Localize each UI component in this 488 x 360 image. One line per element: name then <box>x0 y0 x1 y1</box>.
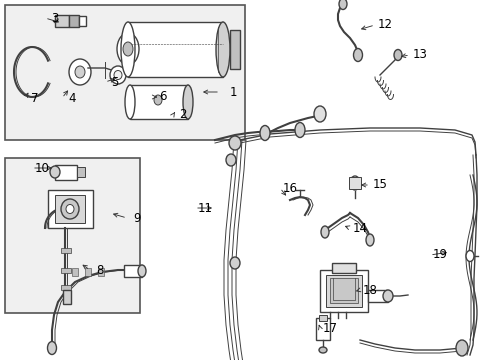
Bar <box>130 85 187 119</box>
Ellipse shape <box>353 49 362 62</box>
Bar <box>77 167 85 177</box>
Ellipse shape <box>110 66 126 84</box>
Bar <box>55 15 69 27</box>
Bar <box>63 290 71 304</box>
Text: 18: 18 <box>362 284 377 297</box>
Text: 1: 1 <box>229 85 236 99</box>
Bar <box>5 158 140 313</box>
Bar <box>48 190 93 228</box>
Ellipse shape <box>465 251 473 261</box>
Text: 6: 6 <box>159 90 166 104</box>
Ellipse shape <box>50 166 60 178</box>
Ellipse shape <box>313 106 325 122</box>
Ellipse shape <box>228 136 241 150</box>
Ellipse shape <box>61 199 79 219</box>
Text: 10: 10 <box>35 162 49 175</box>
Ellipse shape <box>117 33 139 65</box>
Bar <box>79 16 86 26</box>
Bar <box>85 268 91 276</box>
Text: 14: 14 <box>352 221 367 234</box>
Bar <box>329 278 357 303</box>
Text: 19: 19 <box>431 248 447 261</box>
Bar <box>5 5 244 140</box>
Text: 9: 9 <box>133 211 141 225</box>
Ellipse shape <box>320 226 328 238</box>
Ellipse shape <box>225 154 236 166</box>
Bar <box>69 15 79 27</box>
Ellipse shape <box>393 49 401 60</box>
Bar <box>72 268 78 276</box>
Ellipse shape <box>154 95 162 105</box>
Bar <box>229 30 240 69</box>
Bar <box>124 265 142 277</box>
Text: 7: 7 <box>31 91 39 104</box>
Ellipse shape <box>183 85 193 119</box>
Bar <box>61 248 71 253</box>
Text: 4: 4 <box>68 91 76 104</box>
Ellipse shape <box>382 290 392 302</box>
Ellipse shape <box>229 257 240 269</box>
Text: 5: 5 <box>111 76 119 89</box>
Ellipse shape <box>260 126 269 140</box>
Bar <box>367 290 387 302</box>
Ellipse shape <box>121 22 135 77</box>
Bar <box>315 318 329 340</box>
Ellipse shape <box>138 265 146 277</box>
Ellipse shape <box>75 66 85 78</box>
Ellipse shape <box>455 340 467 356</box>
Ellipse shape <box>216 22 229 77</box>
Text: 8: 8 <box>96 264 103 276</box>
Ellipse shape <box>318 347 326 353</box>
Bar <box>61 268 71 273</box>
Ellipse shape <box>349 176 359 190</box>
Ellipse shape <box>69 59 91 85</box>
Text: 13: 13 <box>412 49 427 62</box>
Bar <box>319 270 367 312</box>
Ellipse shape <box>338 0 346 9</box>
Bar <box>128 22 223 77</box>
Ellipse shape <box>365 234 373 246</box>
Text: 16: 16 <box>282 181 297 194</box>
Ellipse shape <box>294 122 305 138</box>
Text: 12: 12 <box>377 18 392 31</box>
Bar <box>98 268 104 276</box>
Bar <box>61 285 71 290</box>
Ellipse shape <box>114 71 122 80</box>
Bar <box>55 195 85 223</box>
Ellipse shape <box>47 342 57 355</box>
Ellipse shape <box>66 204 74 213</box>
Ellipse shape <box>121 28 135 70</box>
Text: 17: 17 <box>322 321 337 334</box>
Bar <box>348 177 360 189</box>
Text: 2: 2 <box>179 108 186 122</box>
Text: 3: 3 <box>51 12 59 24</box>
Bar <box>55 165 77 180</box>
Bar <box>325 275 361 307</box>
Text: 11: 11 <box>197 202 212 215</box>
Ellipse shape <box>125 85 135 119</box>
Ellipse shape <box>123 42 133 56</box>
Bar <box>331 263 355 273</box>
Bar <box>318 315 326 321</box>
Text: 15: 15 <box>372 179 386 192</box>
